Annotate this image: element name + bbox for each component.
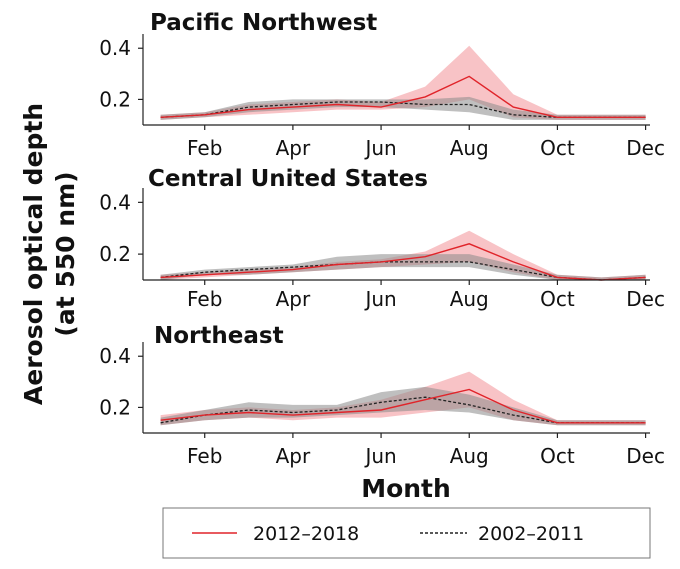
- y-tick-label-central-united-states: 0.2: [99, 242, 131, 266]
- x-tick-label-northeast: Jun: [363, 444, 396, 468]
- y-tick-label-pacific-northwest: 0.4: [99, 36, 131, 60]
- panel-title-pacific-northwest: Pacific Northwest: [150, 10, 377, 36]
- panel-northeast: Northeast 0.2 0.4 Feb Apr Jun Aug Oct Dec: [99, 323, 665, 468]
- band-2002-2011-pacific-northwest: [160, 96, 646, 120]
- x-tick-label-pacific-northwest: Oct: [540, 136, 575, 160]
- panel-central-united-states: Central United States 0.2 0.4 Feb Apr Jun Aug O…: [99, 166, 665, 311]
- band-2012-2018-pacific-northwest: [160, 45, 646, 120]
- x-tick-label-northeast: Oct: [540, 444, 575, 468]
- line-2012-2018-central-united-states: [160, 243, 646, 281]
- x-tick-label-pacific-northwest: Feb: [187, 136, 222, 160]
- legend: 2012–2018 2002–2011: [162, 507, 651, 559]
- y-axis-label-line1: Aerosol optical depth: [19, 103, 48, 405]
- x-tick-label-central-united-states: Aug: [450, 287, 489, 311]
- x-tick-label-central-united-states: Jun: [363, 287, 396, 311]
- x-tick-label-northeast: Aug: [450, 444, 489, 468]
- line-2002-2011-northeast: [160, 396, 646, 424]
- x-tick-label-central-united-states: Dec: [626, 287, 665, 311]
- legend-label-2012-2018: 2012–2018: [253, 523, 359, 545]
- x-tick-label-central-united-states: Apr: [276, 287, 311, 311]
- x-tick-label-pacific-northwest: Aug: [450, 136, 489, 160]
- panel-title-central-united-states: Central United States: [148, 166, 428, 192]
- x-tick-label-central-united-states: Oct: [540, 287, 575, 311]
- legend-box: [162, 507, 651, 559]
- line-2012-2018-northeast: [160, 388, 646, 424]
- y-tick-label-northeast: 0.4: [99, 344, 131, 368]
- x-tick-label-pacific-northwest: Dec: [626, 136, 665, 160]
- y-tick-label-central-united-states: 0.4: [99, 190, 131, 214]
- x-tick-label-pacific-northwest: Jun: [363, 136, 396, 160]
- y-axis-label-line2: (at 550 nm): [51, 171, 80, 336]
- x-tick-label-northeast: Feb: [187, 444, 222, 468]
- x-tick-label-northeast: Dec: [626, 444, 665, 468]
- panel-pacific-northwest: Pacific Northwest 0.2 0.4 Feb Apr Jun Aug Oct De…: [99, 10, 665, 160]
- x-tick-label-pacific-northwest: Apr: [276, 136, 311, 160]
- band-2002-2011-central-united-states: [160, 254, 646, 280]
- panel-title-northeast: Northeast: [154, 323, 284, 349]
- x-tick-label-northeast: Apr: [276, 444, 311, 468]
- y-tick-label-pacific-northwest: 0.2: [99, 87, 131, 111]
- y-tick-label-northeast: 0.2: [99, 395, 131, 419]
- line-2012-2018-pacific-northwest: [160, 75, 646, 119]
- panels-container: Pacific Northwest 0.2 0.4 Feb Apr Jun Aug Oct De…: [99, 10, 665, 468]
- legend-label-2002-2011: 2002–2011: [478, 523, 584, 545]
- band-2002-2011-northeast: [160, 386, 646, 426]
- x-axis-label: Month: [361, 474, 451, 503]
- x-tick-label-central-united-states: Feb: [187, 287, 222, 311]
